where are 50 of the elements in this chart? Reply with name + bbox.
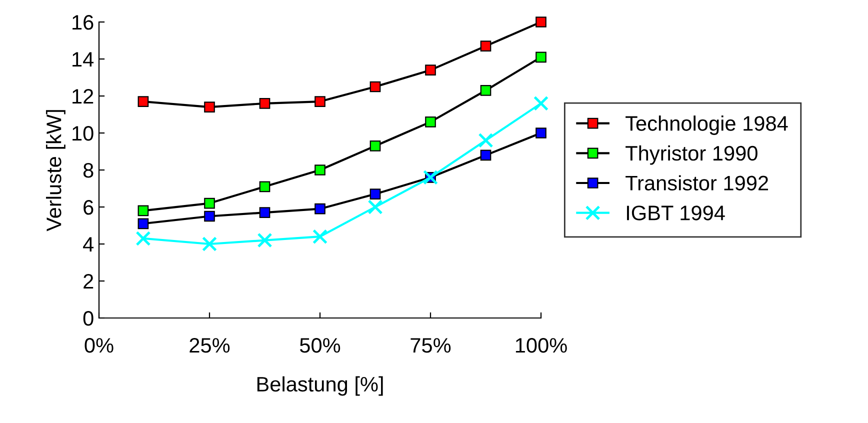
point bbox=[425, 116, 436, 128]
point bbox=[204, 102, 215, 113]
point bbox=[536, 128, 546, 138]
point bbox=[204, 198, 215, 209]
legend-label: Technologie 1984 bbox=[626, 116, 788, 135]
x-tick-label: 50% bbox=[300, 338, 340, 353]
point bbox=[314, 96, 326, 107]
point bbox=[138, 96, 149, 107]
point bbox=[314, 164, 326, 176]
point bbox=[368, 200, 383, 214]
x-tick-label: 100% bbox=[516, 338, 567, 353]
point bbox=[425, 64, 436, 76]
x-tick-label: 75% bbox=[410, 338, 451, 353]
y-tick-label: 16 bbox=[72, 15, 94, 30]
x-tick-label: 25% bbox=[190, 338, 230, 353]
y-axis-title: Verluste [kW] bbox=[46, 110, 66, 232]
y-tick-label: 12 bbox=[72, 89, 94, 104]
x-tick-label: 0% bbox=[84, 338, 114, 353]
y-tick-label: 6 bbox=[84, 200, 94, 215]
point bbox=[259, 98, 270, 109]
point bbox=[536, 16, 546, 28]
point bbox=[259, 207, 270, 218]
y-tick-label: 4 bbox=[83, 237, 94, 252]
point bbox=[480, 150, 492, 161]
point bbox=[370, 81, 381, 92]
point bbox=[138, 218, 149, 230]
y-tick-label: 10 bbox=[72, 126, 94, 141]
point bbox=[534, 96, 548, 111]
point bbox=[370, 140, 381, 152]
point bbox=[136, 230, 151, 246]
point bbox=[314, 203, 326, 214]
y-tick-label: 2 bbox=[84, 274, 94, 289]
y-tick-label: 0 bbox=[83, 311, 94, 326]
point bbox=[312, 229, 328, 244]
x-axis-title: Belastung [%] bbox=[257, 376, 383, 396]
y-tick-label: 8 bbox=[83, 163, 94, 178]
legend-label: Thyristor 1990 bbox=[626, 145, 758, 165]
point bbox=[202, 236, 217, 252]
point bbox=[536, 52, 546, 63]
point bbox=[259, 181, 270, 192]
legend-label: Transistor 1992 bbox=[626, 175, 768, 191]
y-tick-label: 14 bbox=[72, 52, 94, 67]
legend-label: IGBT 1994 bbox=[627, 206, 725, 220]
point bbox=[480, 85, 492, 96]
point bbox=[478, 132, 494, 148]
point bbox=[257, 232, 272, 248]
point bbox=[204, 210, 215, 222]
point bbox=[370, 188, 381, 200]
point bbox=[138, 205, 149, 216]
point bbox=[480, 40, 492, 52]
